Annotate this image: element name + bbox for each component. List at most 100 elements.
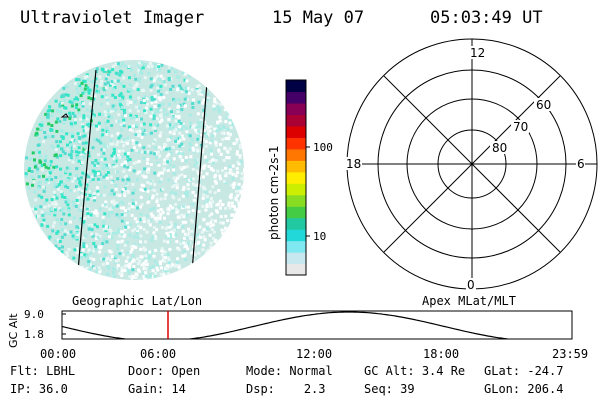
imager-pixel <box>237 162 241 166</box>
imager-pixel <box>143 150 147 154</box>
imager-pixel <box>182 243 186 247</box>
imager-pixel <box>204 208 208 212</box>
imager-pixel <box>93 223 97 227</box>
imager-pixel <box>43 135 47 139</box>
imager-pixel <box>110 154 114 158</box>
imager-pixel <box>143 109 147 113</box>
imager-pixel <box>114 159 118 163</box>
imager-pixel <box>177 174 181 178</box>
imager-pixel <box>166 169 170 172</box>
imager-pixel <box>174 179 178 183</box>
imager-pixel <box>70 104 74 108</box>
imager-pixel <box>104 225 108 229</box>
imager-pixel <box>192 177 196 181</box>
imager-pixel <box>135 275 139 279</box>
imager-pixel <box>157 68 161 72</box>
imager-pixel <box>144 259 148 263</box>
imager-pixel <box>129 101 133 104</box>
imager-pixel <box>71 179 75 183</box>
imager-pixel <box>153 274 156 278</box>
imager-pixel <box>83 134 87 138</box>
imager-pixel <box>206 130 210 133</box>
imager-pixel <box>83 253 87 257</box>
imager-pixel <box>116 264 120 268</box>
imager-pixel <box>166 139 170 143</box>
imager-pixel <box>168 65 172 69</box>
imager-pixel <box>176 215 180 219</box>
imager-pixel <box>87 227 91 231</box>
imager-pixel <box>59 180 63 184</box>
imager-pixel <box>86 212 90 216</box>
imager-pixel <box>168 163 172 167</box>
imager-pixel <box>52 165 56 169</box>
imager-pixel <box>165 91 169 95</box>
imager-pixel <box>212 107 216 111</box>
imager-pixel <box>154 237 158 240</box>
imager-pixel <box>63 99 67 102</box>
imager-pixel <box>217 108 221 112</box>
colorbar-block <box>286 91 306 104</box>
imager-pixel <box>214 141 218 145</box>
imager-pixel <box>224 206 227 210</box>
polar-label-bg-bottom <box>466 278 476 291</box>
imager-pixel <box>104 253 108 257</box>
imager-pixel <box>64 222 68 226</box>
imager-pixel <box>60 228 64 232</box>
imager-pixel <box>176 225 180 229</box>
imager-pixel <box>111 107 115 111</box>
imager-pixel <box>155 266 159 270</box>
imager-pixel <box>214 158 218 162</box>
imager-disk <box>24 60 244 280</box>
imager-pixel <box>122 225 126 229</box>
colorbar-block <box>286 217 306 230</box>
imager-pixel <box>87 154 91 158</box>
imager-pixel <box>180 108 184 112</box>
imager-pixel <box>127 88 131 92</box>
imager-pixel <box>174 139 177 143</box>
imager-pixel <box>236 194 240 198</box>
imager-pixel <box>239 191 243 195</box>
imager-pixel <box>156 86 160 90</box>
imager-pixel <box>93 86 97 90</box>
imager-pixel <box>74 100 78 104</box>
instrument-title: Ultraviolet Imager <box>20 8 205 28</box>
imager-pixel <box>63 152 67 155</box>
imager-pixel <box>178 144 182 148</box>
imager-pixel <box>222 179 226 183</box>
imager-pixel <box>73 82 77 86</box>
imager-pixel <box>127 207 131 211</box>
imager-pixel <box>162 113 165 117</box>
imager-pixel <box>180 90 184 94</box>
imager-pixel <box>182 185 186 189</box>
imager-pixel <box>128 265 131 269</box>
imager-pixel <box>56 108 59 112</box>
imager-pixel <box>219 143 222 146</box>
imager-pixel <box>87 91 91 95</box>
imager-pixel <box>154 271 158 275</box>
imager-pixel <box>97 121 101 125</box>
imager-pixel <box>43 131 47 134</box>
imager-pixel <box>50 208 54 211</box>
imager-pixel <box>241 185 244 189</box>
imager-pixel <box>205 222 209 226</box>
imager-pixel <box>171 208 175 212</box>
imager-pixel <box>164 267 168 271</box>
imager-pixel <box>167 259 171 263</box>
imager-pixel <box>133 100 137 104</box>
imager-pixel <box>153 94 157 98</box>
imager-pixel <box>47 237 51 241</box>
imager-pixel <box>229 196 233 200</box>
imager-pixel <box>66 93 70 97</box>
imager-pixel <box>183 236 186 240</box>
imager-pixel <box>229 126 233 129</box>
imager-pixel <box>111 206 115 209</box>
imager-pixel <box>199 171 203 174</box>
imager-pixel <box>185 190 189 194</box>
imager-pixel <box>88 88 92 92</box>
imager-pixel <box>155 156 159 159</box>
imager-pixel <box>150 131 153 135</box>
lat-label-bg-80 <box>490 141 508 154</box>
imager-pixel <box>180 127 184 131</box>
imager-pixel <box>192 182 195 186</box>
